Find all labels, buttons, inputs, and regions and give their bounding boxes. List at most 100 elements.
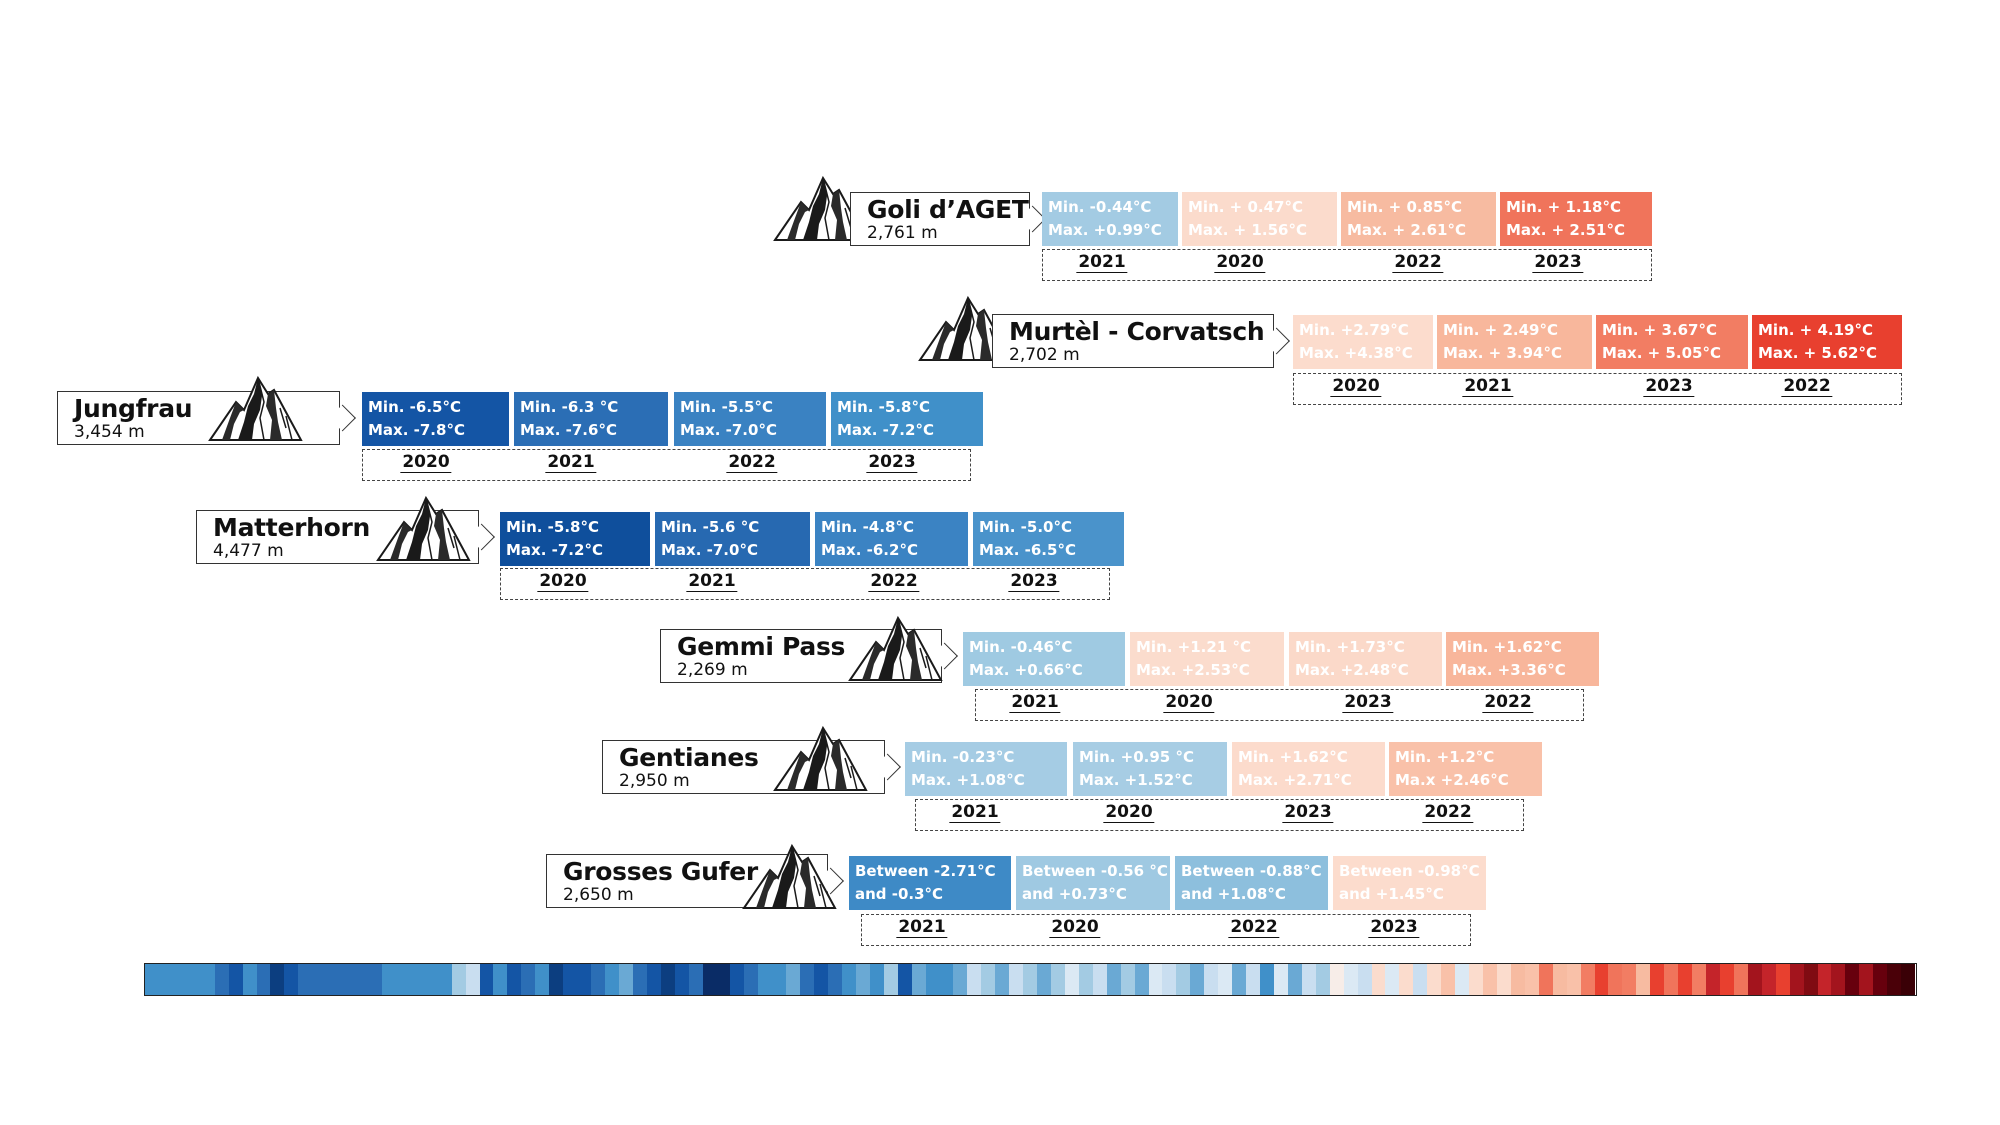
year-label: 2023 — [1532, 252, 1584, 273]
year-label: 2023 — [1342, 692, 1394, 713]
stripe — [1845, 964, 1860, 995]
stripe — [1496, 964, 1511, 995]
temp-cell: Min. +1.62°C Max. +3.36°C — [1446, 632, 1599, 686]
stripe — [1009, 964, 1024, 995]
temp-cell: Between -0.56 °C and +0.73°C — [1016, 856, 1170, 910]
temp-cell: Min. +0.95 °C Max. +1.52°C — [1073, 742, 1227, 796]
year-label: 2023 — [1368, 917, 1420, 938]
stripe — [674, 964, 689, 995]
stripe — [1664, 964, 1679, 995]
temp-cell: Min. +1.73°C Max. +2.48°C — [1289, 632, 1442, 686]
year-bracket — [362, 449, 971, 481]
station-name: Gentianes — [619, 743, 759, 772]
stripe — [730, 964, 745, 995]
year-label: 2022 — [1781, 376, 1833, 397]
stripe — [465, 964, 480, 995]
max-temp: Max. + 5.05°C — [1602, 344, 1721, 362]
stripe — [326, 964, 341, 995]
max-temp: Max. + 2.51°C — [1506, 221, 1625, 239]
temp-cell: Min. +2.79°C Max. +4.38°C — [1293, 315, 1433, 369]
max-temp: Max. +0.99°C — [1048, 221, 1162, 239]
stripe — [1789, 964, 1804, 995]
max-temp: Max. + 5.62°C — [1758, 344, 1877, 362]
min-temp: Min. -0.23°C — [911, 748, 1015, 766]
stripe — [1023, 964, 1037, 995]
min-temp: Min. +1.73°C — [1295, 638, 1405, 656]
stripe — [953, 964, 968, 995]
stripe — [800, 964, 814, 995]
min-temp: Min. +0.95 °C — [1079, 748, 1194, 766]
mountain-icon — [849, 617, 942, 681]
stripe — [409, 964, 424, 995]
stripe — [1064, 964, 1079, 995]
stripe — [744, 964, 759, 995]
range-line-2: and +0.73°C — [1022, 885, 1127, 903]
stripe — [1580, 964, 1595, 995]
station-altitude: 3,454 m — [74, 422, 145, 442]
max-temp: Max. +3.36°C — [1452, 661, 1566, 679]
mountain-icon — [209, 377, 302, 441]
station-label: Jungfrau 3,454 m — [57, 391, 356, 445]
year-bracket — [1293, 373, 1902, 405]
year-label: 2020 — [537, 571, 589, 592]
stripe — [298, 964, 313, 995]
stripe — [507, 964, 522, 995]
stripe — [493, 964, 508, 995]
max-temp: Max. + 3.94°C — [1443, 344, 1562, 362]
stripe — [1594, 964, 1609, 995]
stripe — [1608, 964, 1623, 995]
temp-cell: Min. -6.5°C Max. -7.8°C — [362, 392, 509, 446]
stripe — [1176, 964, 1191, 995]
station-name: Grosses Gufer — [563, 857, 758, 886]
stripe — [340, 964, 355, 995]
stripe — [1050, 964, 1065, 995]
stripe — [814, 964, 828, 995]
temp-cell: Min. + 2.49°C Max. + 3.94°C — [1437, 315, 1592, 369]
stripe — [1315, 964, 1330, 995]
stripe — [939, 964, 954, 995]
temp-cell: Min. + 0.47°C Max. + 1.56°C — [1182, 192, 1337, 246]
station-name: Murtèl - Corvatsch — [1009, 317, 1265, 346]
year-label: 2020 — [1330, 376, 1382, 397]
year-label: 2021 — [1076, 252, 1128, 273]
stripe — [1162, 964, 1177, 995]
stripe — [1719, 964, 1734, 995]
stripe — [1357, 964, 1372, 995]
max-temp: Max. -6.2°C — [821, 541, 918, 559]
stripe — [911, 964, 926, 995]
stripe — [981, 964, 996, 995]
stripe — [716, 964, 731, 995]
year-label: 2021 — [1009, 692, 1061, 713]
station-altitude: 2,950 m — [619, 771, 690, 791]
year-label: 2020 — [1103, 802, 1155, 823]
min-temp: Min. -5.0°C — [979, 518, 1072, 536]
year-label: 2022 — [1422, 802, 1474, 823]
temp-cell: Between -2.71°C and -0.3°C — [849, 856, 1011, 910]
year-bracket — [975, 689, 1584, 721]
stripe — [1887, 964, 1902, 995]
stripe — [1232, 964, 1247, 995]
stripe — [1371, 964, 1386, 995]
stripe — [1469, 964, 1483, 995]
station-label: Goli d’AGET 2,761 m — [850, 192, 1046, 246]
stripe — [312, 964, 327, 995]
temp-cell: Min. -0.44°C Max. +0.99°C — [1042, 192, 1178, 246]
stripe — [577, 964, 591, 995]
stripe — [1441, 964, 1456, 995]
year-label: 2023 — [1643, 376, 1695, 397]
stripe — [200, 964, 215, 995]
min-temp: Min. +1.62°C — [1452, 638, 1562, 656]
min-temp: Min. -0.44°C — [1048, 198, 1152, 216]
max-temp: Ma.x +2.46°C — [1395, 771, 1509, 789]
stripe — [1552, 964, 1567, 995]
year-label: 2021 — [686, 571, 738, 592]
range-line-2: and +1.45°C — [1339, 885, 1444, 903]
stripe — [1273, 964, 1288, 995]
stripe — [437, 964, 452, 995]
max-temp: Max. -7.8°C — [368, 421, 465, 439]
stripe — [1650, 964, 1665, 995]
station-name: Gemmi Pass — [677, 632, 846, 661]
stripe — [1329, 964, 1344, 995]
station-altitude: 4,477 m — [213, 541, 284, 561]
year-label: 2022 — [726, 452, 778, 473]
